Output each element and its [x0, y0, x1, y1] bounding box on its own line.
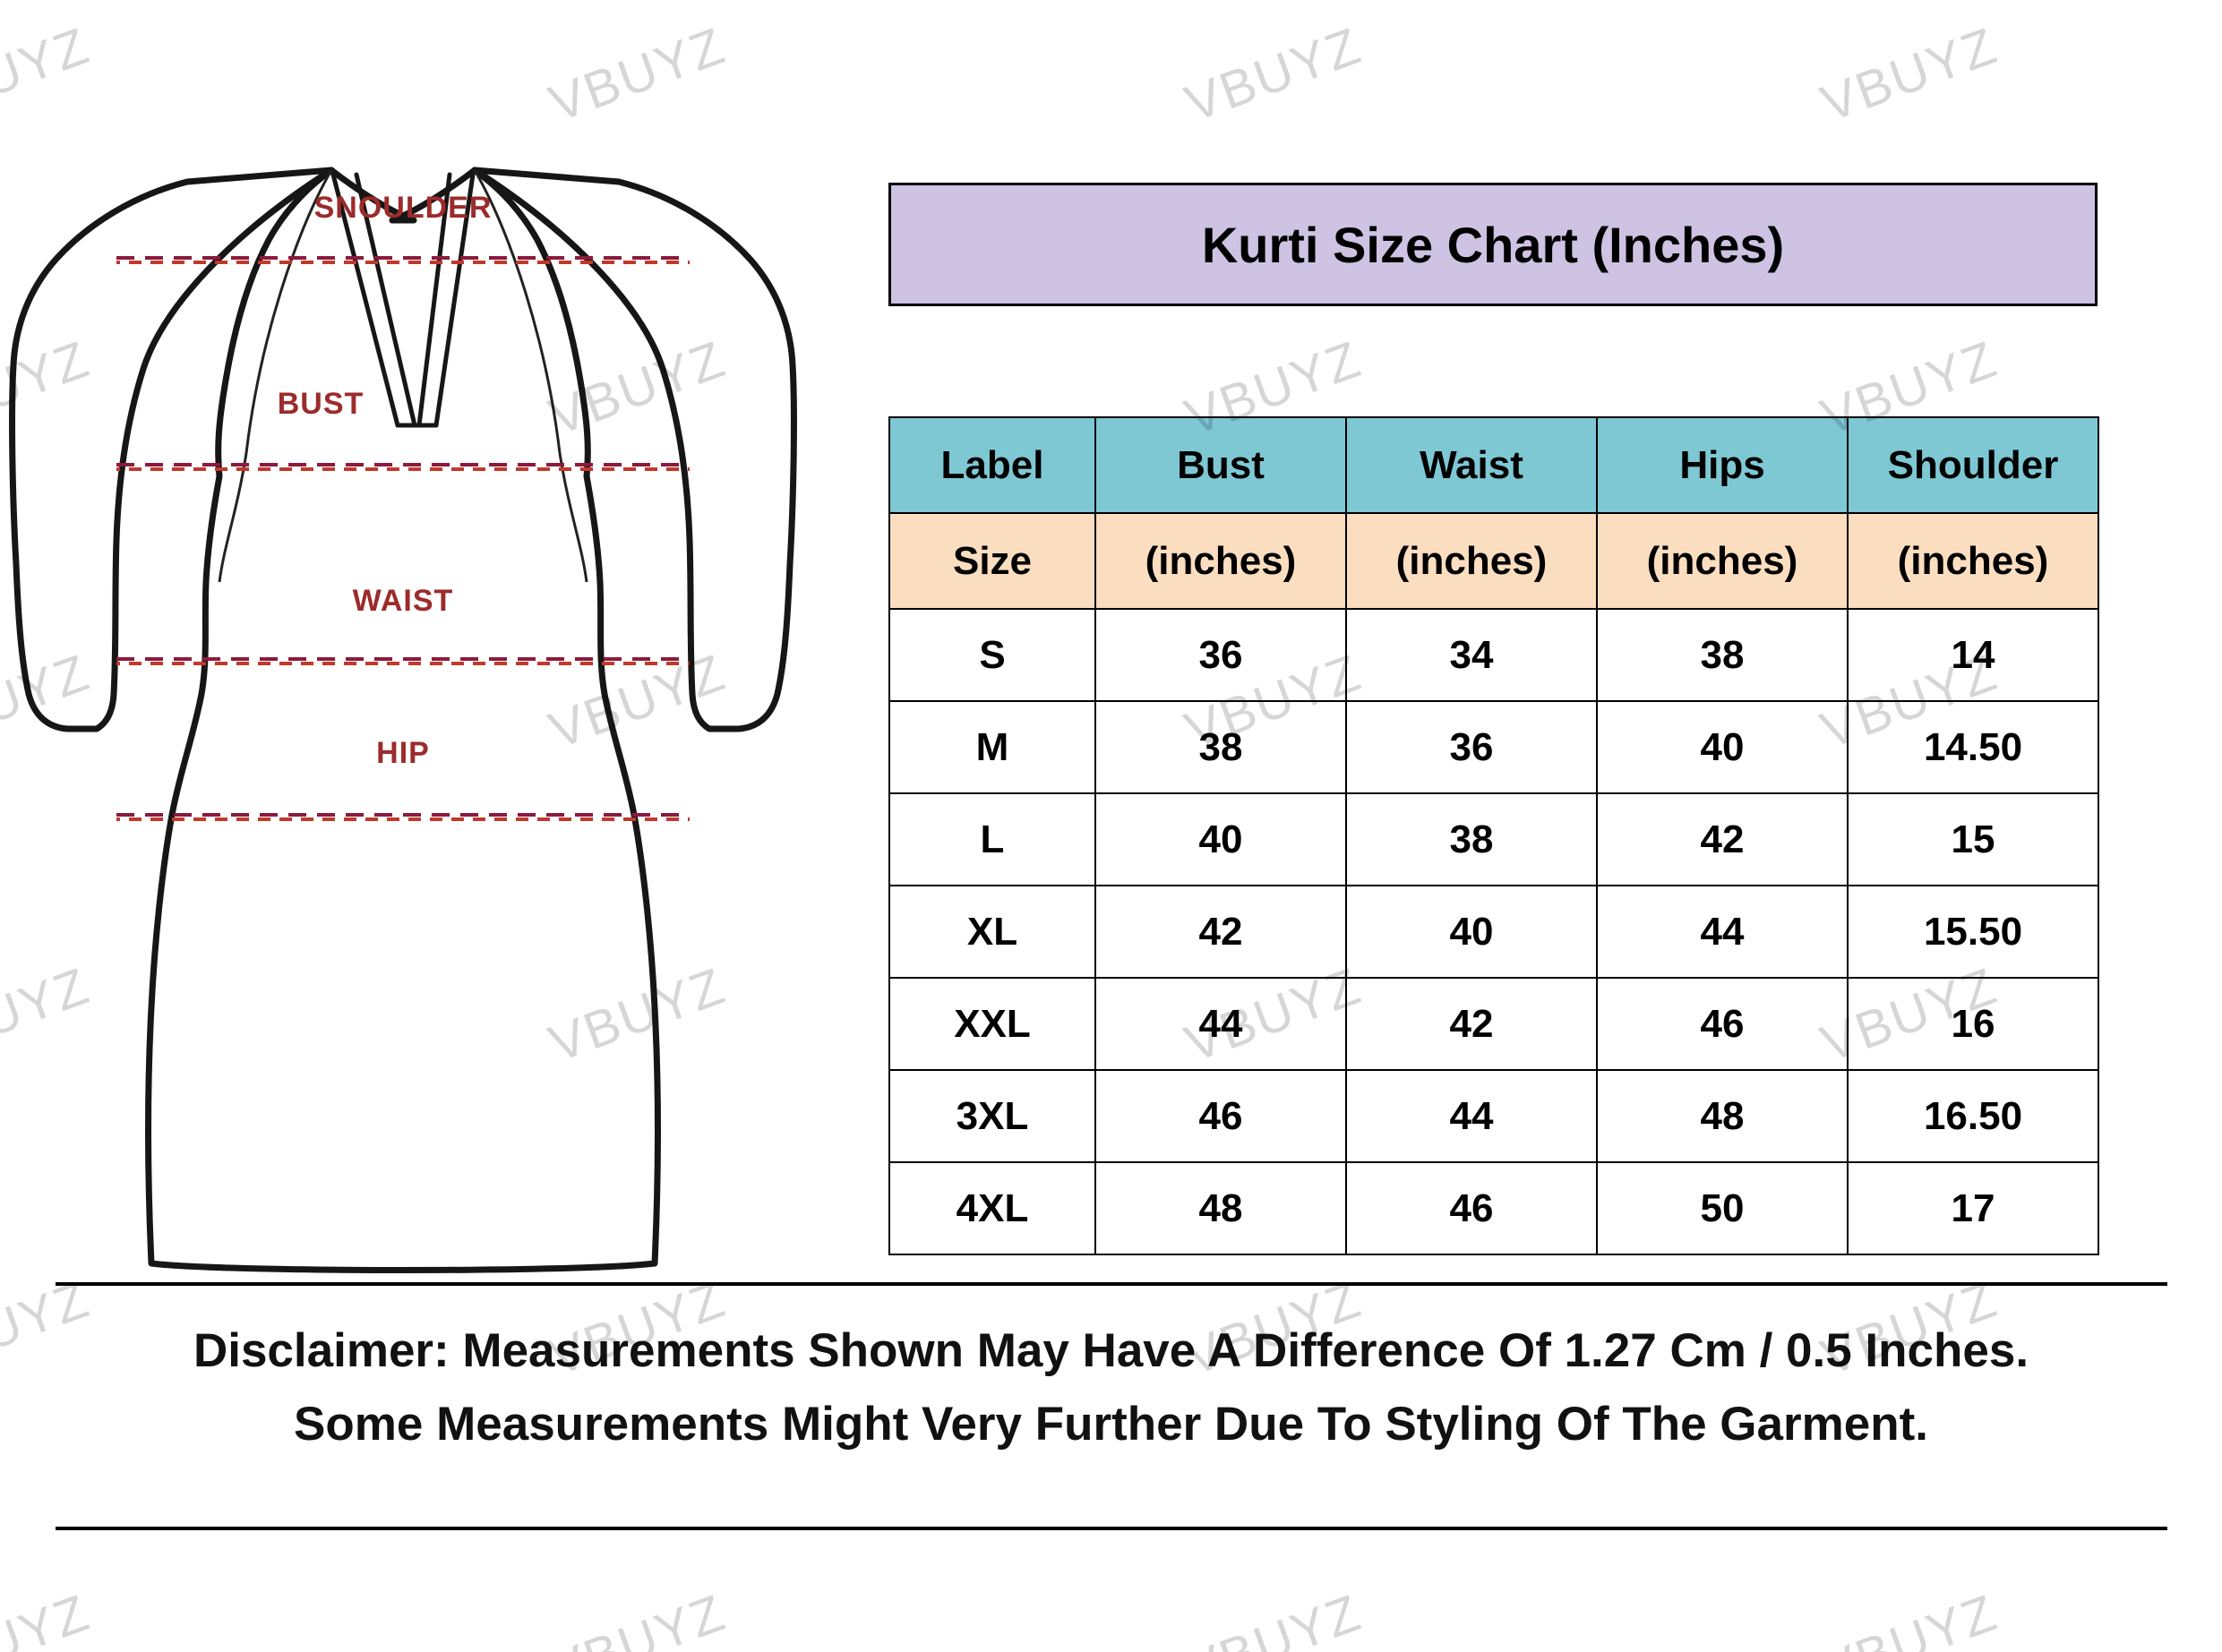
- svg-text:SNOULDER: SNOULDER: [314, 191, 493, 225]
- svg-text:HIP: HIP: [376, 736, 430, 770]
- svg-text:BUST: BUST: [278, 387, 365, 421]
- svg-text:WAIST: WAIST: [353, 584, 454, 618]
